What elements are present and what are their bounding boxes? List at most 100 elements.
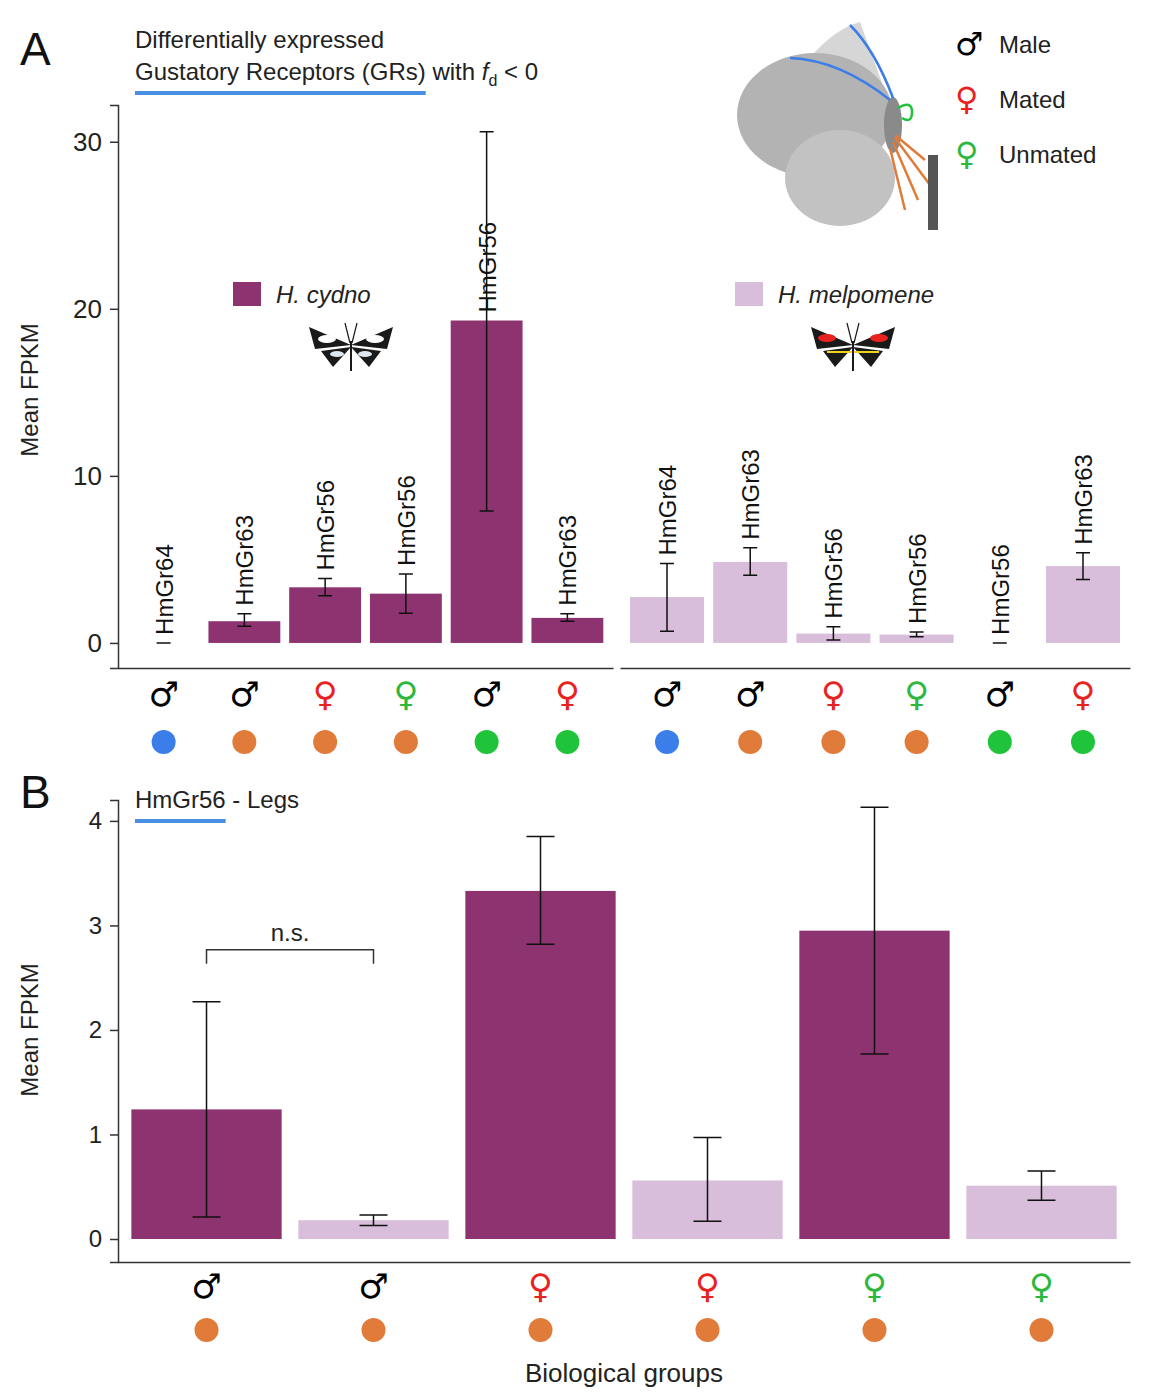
body: [350, 341, 352, 371]
x-tick-label: ♀: [1029, 1266, 1054, 1306]
x-axis: ♂♂♀♀♂♀: [621, 668, 1131, 714]
legend-label: Unmated: [999, 141, 1096, 168]
error-bar: [527, 837, 555, 945]
wing: [811, 327, 853, 349]
wing: [853, 327, 895, 349]
error-bar: [480, 132, 494, 511]
error-bar: [193, 1002, 221, 1217]
x-tick-label: ♀: [904, 674, 929, 714]
legend-symbol: ♀: [955, 135, 978, 173]
tissue-dot: [555, 730, 579, 754]
x-tick: ♀: [528, 1262, 553, 1306]
wing: [853, 347, 883, 367]
x-tick-label: ♀: [555, 674, 580, 714]
y-axis-line: [110, 801, 119, 1263]
legend-swatch: [735, 282, 763, 306]
title: Differentially expressed: [135, 26, 384, 53]
x-tick: ♀: [862, 1262, 887, 1306]
tissue-dot: [655, 730, 679, 754]
subtitle-part: Gustatory Receptors (GRs): [135, 58, 426, 85]
error-bar: [1027, 1171, 1055, 1200]
x-axis-title: Biological groups: [525, 1358, 723, 1388]
bars: [131, 891, 1116, 1239]
x-tick: ♂: [735, 668, 765, 714]
y-tick-label: 30: [73, 127, 102, 157]
legend-label: Male: [999, 31, 1051, 58]
bar-label: HmGr56: [312, 480, 339, 571]
y-axis: 0 10 20 30: [73, 106, 118, 669]
antenna: [345, 323, 357, 343]
species-icon: [309, 323, 393, 371]
title-underline: [135, 91, 426, 95]
subtitle: Gustatory Receptors (GRs) with fd < 0: [135, 58, 538, 89]
bar-label: HmGr63: [1070, 454, 1097, 545]
x-tick: ♂: [191, 1262, 221, 1306]
error-bar: [693, 1138, 721, 1222]
tissue-dot: [195, 1318, 219, 1342]
y-tick: 0: [89, 1225, 118, 1252]
x-axis-line: [621, 668, 1131, 670]
panel-letter: B: [20, 766, 51, 818]
tissue-dot: [821, 730, 845, 754]
x-tick: ♂: [985, 668, 1015, 714]
x-tick-label: ♂: [735, 674, 765, 714]
bar-label: HmGr56: [987, 544, 1014, 635]
x-tick-label: ♀: [695, 1266, 720, 1306]
y-tick-label: 2: [89, 1016, 102, 1043]
bars: [630, 562, 1120, 643]
y-tick-label: 4: [89, 807, 102, 834]
legend-swatch: [233, 282, 261, 306]
x-tick: ♀: [695, 1262, 720, 1306]
wing: [351, 347, 381, 367]
wing: [309, 327, 351, 349]
annotation-bracket: [207, 950, 374, 964]
y-tick-label: 1: [89, 1121, 102, 1148]
wing-patch: [818, 334, 836, 342]
y-tick-label: 20: [73, 294, 102, 324]
y-axis-title: Mean FPKM: [16, 963, 43, 1096]
error-bar: [157, 642, 171, 644]
proboscis: [898, 105, 912, 120]
legend-symbol: ♂: [955, 25, 984, 63]
legend-label: H. melpomene: [778, 281, 934, 308]
error-bar: [237, 614, 251, 627]
x-tick: ♂: [148, 668, 178, 714]
title: HmGr56 - Legs: [135, 786, 299, 813]
bar-label: HmGr56: [904, 533, 931, 624]
legend-symbol: ♀: [955, 80, 978, 118]
x-tick-label: ♀: [393, 674, 418, 714]
bar-label: HmGr63: [231, 515, 258, 606]
x-tick-label: ♀: [821, 674, 846, 714]
y-tick: 30: [73, 127, 118, 157]
x-tick-label: ♀: [862, 1266, 887, 1306]
legs: [890, 135, 930, 210]
tissue-dot: [475, 730, 499, 754]
y-tick-label: 10: [73, 461, 102, 491]
butterfly-illustration: [737, 22, 938, 230]
y-axis: 01234: [89, 801, 119, 1263]
error-bar: [743, 548, 757, 576]
plot-area: [131, 807, 1116, 1239]
wing-patch: [318, 335, 336, 343]
subtitle-part: < 0: [497, 58, 538, 85]
error-bars: [157, 132, 575, 643]
error-bar: [318, 579, 332, 596]
perch: [928, 155, 938, 230]
y-tick-mark: [110, 476, 118, 478]
error-bars: [660, 548, 1090, 643]
x-tick: ♀: [555, 668, 580, 714]
annotation: n.s.: [271, 919, 310, 946]
x-tick-label: ♂: [148, 674, 178, 714]
x-tick: ♂: [471, 668, 501, 714]
y-tick-label: 0: [88, 628, 102, 658]
error-bar: [826, 627, 840, 640]
bars: [208, 321, 603, 643]
antenna: [847, 323, 859, 343]
tissue-dot: [1029, 1318, 1053, 1342]
y-tick-mark: [110, 1134, 118, 1136]
x-tick-label: ♀: [313, 674, 338, 714]
x-axis: ♂♂♀♀♂♀: [119, 668, 614, 714]
x-axis-line: [119, 668, 614, 670]
y-tick-mark: [110, 643, 118, 645]
antenna: [850, 25, 893, 98]
